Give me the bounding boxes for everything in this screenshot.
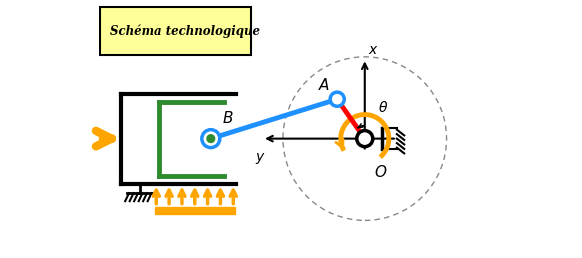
Circle shape bbox=[357, 131, 373, 147]
Text: θ: θ bbox=[378, 101, 387, 115]
Text: Schéma technologique: Schéma technologique bbox=[110, 25, 260, 38]
FancyBboxPatch shape bbox=[100, 7, 251, 55]
Text: x: x bbox=[368, 43, 377, 57]
Circle shape bbox=[330, 92, 344, 106]
Circle shape bbox=[202, 130, 220, 148]
Text: B: B bbox=[223, 111, 233, 126]
Text: A: A bbox=[318, 78, 329, 93]
Circle shape bbox=[207, 135, 215, 142]
FancyBboxPatch shape bbox=[155, 207, 235, 214]
Text: O: O bbox=[375, 165, 387, 180]
Text: y: y bbox=[255, 150, 264, 164]
